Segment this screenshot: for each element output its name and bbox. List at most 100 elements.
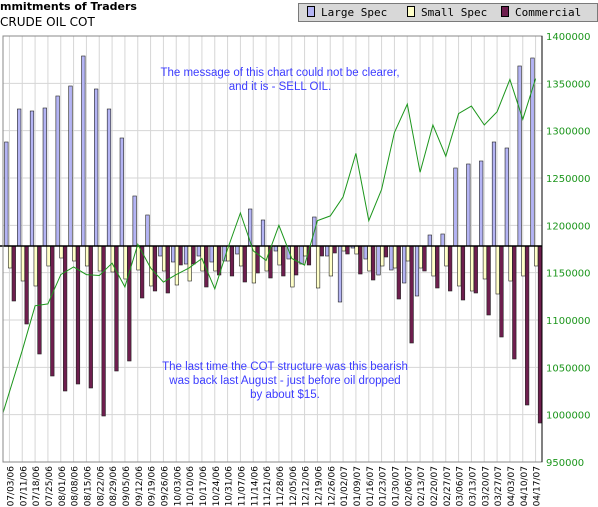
annotation-top-line2: and it is - SELL OIL. <box>228 81 332 93</box>
bar-small-spec <box>508 245 513 282</box>
bar-small-spec <box>72 245 77 262</box>
legend-label-small-spec: Small Spec <box>421 6 488 19</box>
bar-commercial <box>358 245 363 275</box>
x-tick-label: 11/14/06 <box>250 466 260 507</box>
bar-commercial <box>75 245 81 385</box>
bar-commercial <box>63 245 68 392</box>
right-axis-tick-label: 1250000 <box>546 174 591 185</box>
right-axis-tick-label: 1200000 <box>546 221 591 232</box>
bar-large-spec <box>440 233 445 247</box>
bar-small-spec <box>123 245 128 280</box>
bar-small-spec <box>482 245 487 280</box>
x-tick-label: 09/19/06 <box>148 466 158 507</box>
bar-small-spec <box>418 245 423 269</box>
right-axis-tick-label: 1350000 <box>546 79 591 90</box>
bar-commercial <box>11 245 16 302</box>
x-tick-label: 01/02/07 <box>340 466 350 506</box>
x-tick-label: 07/03/06 <box>6 466 16 507</box>
x-tick-label: 01/30/07 <box>391 466 401 506</box>
bar-commercial <box>422 245 427 272</box>
x-tick-label: 01/16/07 <box>366 466 376 506</box>
bar-commercial <box>229 245 235 277</box>
bar-large-spec <box>273 245 278 252</box>
x-tick-label: 01/23/07 <box>379 466 389 506</box>
bar-commercial <box>345 245 350 255</box>
commercial-swatch <box>501 6 509 17</box>
x-tick-label: 03/13/07 <box>468 466 478 506</box>
bar-small-spec <box>392 245 398 269</box>
bar-commercial <box>486 245 491 316</box>
bar-commercial <box>448 245 453 292</box>
bar-small-spec <box>161 245 167 272</box>
bar-large-spec <box>466 163 471 247</box>
bar-large-spec <box>389 245 394 271</box>
annotation-bottom: The last time the COT structure was this… <box>150 360 420 402</box>
bar-large-spec <box>363 245 368 260</box>
bar-commercial <box>178 245 183 266</box>
bar-commercial <box>191 245 196 265</box>
bar-large-spec <box>491 141 497 247</box>
bar-small-spec <box>136 245 141 271</box>
bar-small-spec <box>341 245 346 252</box>
right-axis-tick-label: 1100000 <box>546 316 591 327</box>
bar-large-spec <box>171 245 176 263</box>
bar-commercial <box>396 245 401 300</box>
right-axis-tick-label: 1400000 <box>546 32 591 43</box>
right-axis-tick-label: 1300000 <box>546 127 591 138</box>
bar-commercial <box>499 245 504 338</box>
bar-small-spec <box>534 245 539 267</box>
bar-large-spec <box>453 167 458 247</box>
right-axis-tick-label: 1000000 <box>546 411 591 422</box>
bar-large-spec <box>504 147 509 247</box>
bar-small-spec <box>46 245 51 267</box>
bar-small-spec <box>97 245 102 272</box>
x-tick-label: 09/05/06 <box>122 466 132 507</box>
x-tick-label: 12/19/06 <box>314 466 324 507</box>
bar-large-spec <box>376 245 381 276</box>
bar-large-spec <box>209 245 214 263</box>
x-tick-label: 11/28/06 <box>276 466 286 507</box>
bar-commercial <box>332 245 337 254</box>
bar-commercial <box>319 245 324 257</box>
x-tick-label: 08/01/06 <box>58 466 68 507</box>
bar-large-spec <box>94 88 99 247</box>
bar-small-spec <box>20 245 25 282</box>
bar-large-spec <box>29 110 35 247</box>
bar-large-spec <box>196 245 201 257</box>
x-tick-label: 03/20/07 <box>481 466 491 506</box>
bar-commercial <box>165 245 170 294</box>
annotation-bottom-line3: by about $15. <box>250 389 320 401</box>
bar-large-spec <box>81 55 86 247</box>
price-line <box>2 78 537 413</box>
right-axis-tick-label: 1150000 <box>546 269 591 280</box>
annotation-bottom-line1: The last time the COT structure was this… <box>162 361 408 373</box>
bar-commercial <box>281 245 286 277</box>
bar-small-spec <box>187 245 192 282</box>
bar-small-spec <box>303 245 308 257</box>
x-tick-label: 08/22/06 <box>96 466 106 507</box>
x-tick-label: 04/10/07 <box>520 466 530 506</box>
x-tick-label: 11/07/06 <box>237 466 247 507</box>
bar-small-spec <box>59 245 64 259</box>
bar-commercial <box>242 245 247 283</box>
bar-large-spec <box>145 214 150 247</box>
bar-small-spec <box>354 245 359 255</box>
x-tick-label: 12/12/06 <box>302 466 312 507</box>
x-tick-label: 11/21/06 <box>263 466 273 507</box>
bar-large-spec <box>427 234 432 247</box>
bar-large-spec <box>132 195 137 247</box>
x-tick-label: 08/08/06 <box>71 466 81 507</box>
right-axis-tick-label: 1050000 <box>546 363 591 374</box>
bar-commercial <box>255 245 260 274</box>
x-tick-label: 01/09/07 <box>353 466 363 506</box>
legend-item-large-spec: Large Spec <box>307 6 387 19</box>
bar-small-spec <box>213 245 218 272</box>
bar-commercial <box>114 245 119 372</box>
bar-large-spec <box>68 85 73 247</box>
bar-small-spec <box>328 245 333 277</box>
x-tick-label: 10/24/06 <box>212 466 222 507</box>
bar-commercial <box>37 245 42 355</box>
bar-small-spec <box>367 245 372 272</box>
